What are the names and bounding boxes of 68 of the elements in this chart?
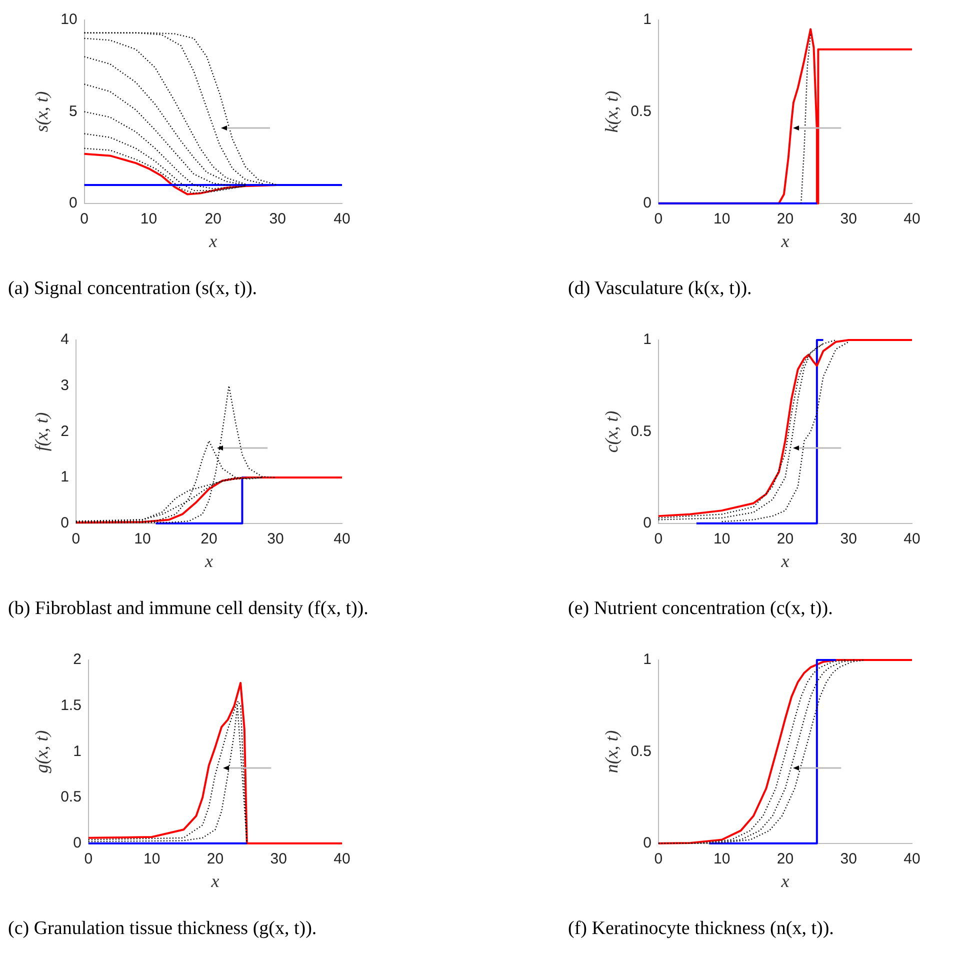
x-tick-label: 40 (904, 530, 920, 548)
y-tick-label: 4 (60, 331, 69, 348)
x-axis-title: x (204, 550, 213, 571)
y-tick-label: 0 (643, 194, 652, 212)
x-tick-label: 20 (200, 530, 218, 548)
x-tick-label: 30 (267, 530, 284, 548)
y-tick-label: 0 (60, 514, 69, 532)
y-tick-label: 1 (60, 468, 69, 486)
x-axis-title: x (780, 230, 790, 251)
x-tick-label: 10 (713, 210, 730, 228)
y-tick-label: 3 (60, 376, 69, 394)
y-tick-label: 0.5 (60, 788, 82, 806)
x-tick-label: 20 (204, 210, 222, 228)
x-tick-label: 30 (269, 210, 286, 228)
y-tick-label: 0 (643, 834, 652, 852)
x-tick-label: 10 (134, 530, 151, 548)
y-tick-label: 0.5 (630, 422, 652, 440)
y-tick-label: 2 (60, 422, 69, 440)
y-tick-label: 0 (68, 194, 78, 212)
x-tick-label: 30 (840, 850, 857, 868)
x-axis-title: x (210, 870, 220, 891)
x-tick-label: 30 (840, 530, 857, 548)
x-tick-label: 10 (143, 850, 160, 868)
y-tick-label: 1 (643, 331, 652, 348)
y-axis-title: s(x, t) (32, 91, 52, 132)
x-tick-label: 40 (904, 850, 920, 868)
x-tick-label: 30 (270, 850, 287, 868)
y-tick-label: 1 (643, 11, 652, 28)
x-axis-title: x (780, 550, 790, 571)
x-axis-title: x (208, 230, 218, 251)
y-tick-label: 1 (643, 651, 652, 668)
y-tick-label: 1 (73, 742, 82, 760)
y-tick-label: 10 (60, 11, 78, 28)
x-tick-label: 10 (713, 530, 730, 548)
x-tick-label: 30 (840, 210, 857, 228)
text: (e) Nutrient concentration (c(x, t)). (568, 598, 834, 620)
y-tick-label: 0 (73, 834, 82, 852)
x-axis-title: x (780, 870, 790, 891)
y-tick-label: 0.5 (630, 102, 652, 120)
x-tick-label: 40 (334, 210, 350, 228)
text: (f) Keratinocyte thickness (n(x, t)). (568, 918, 835, 940)
x-tick-label: 10 (140, 210, 158, 228)
text: (a) Signal concentration (s(x, t)). (8, 278, 258, 300)
x-tick-label: 40 (334, 850, 350, 868)
x-tick-label: 20 (206, 850, 224, 868)
text: (c) Granulation tissue thickness (g(x, t)). (8, 918, 318, 940)
x-tick-label: 20 (776, 850, 794, 868)
y-tick-label: 2 (73, 651, 82, 668)
y-axis-title: n(x, t) (602, 730, 622, 774)
x-tick-label: 0 (654, 530, 663, 548)
x-tick-label: 40 (334, 530, 350, 548)
y-tick-label: 5 (68, 102, 78, 120)
x-tick-label: 40 (904, 210, 920, 228)
text: (d) Vasculature (k(x, t)). (568, 278, 753, 300)
y-axis-title: c(x, t) (602, 410, 622, 453)
y-tick-label: 0.5 (630, 742, 652, 760)
x-tick-label: 0 (654, 850, 663, 868)
text: (b) Fibroblast and immune cell density (f(x, t)). (8, 598, 370, 620)
x-tick-label: 20 (776, 210, 794, 228)
x-tick-label: 0 (654, 210, 663, 228)
x-tick-label: 20 (776, 530, 794, 548)
y-axis-title: g(x, t) (32, 730, 52, 774)
y-tick-label: 0 (643, 514, 652, 532)
y-tick-label: 1.5 (60, 696, 82, 714)
y-axis-title: k(x, t) (602, 90, 622, 133)
x-tick-label: 0 (84, 850, 93, 868)
y-axis-title: f(x, t) (32, 412, 52, 452)
x-tick-label: 10 (713, 850, 730, 868)
